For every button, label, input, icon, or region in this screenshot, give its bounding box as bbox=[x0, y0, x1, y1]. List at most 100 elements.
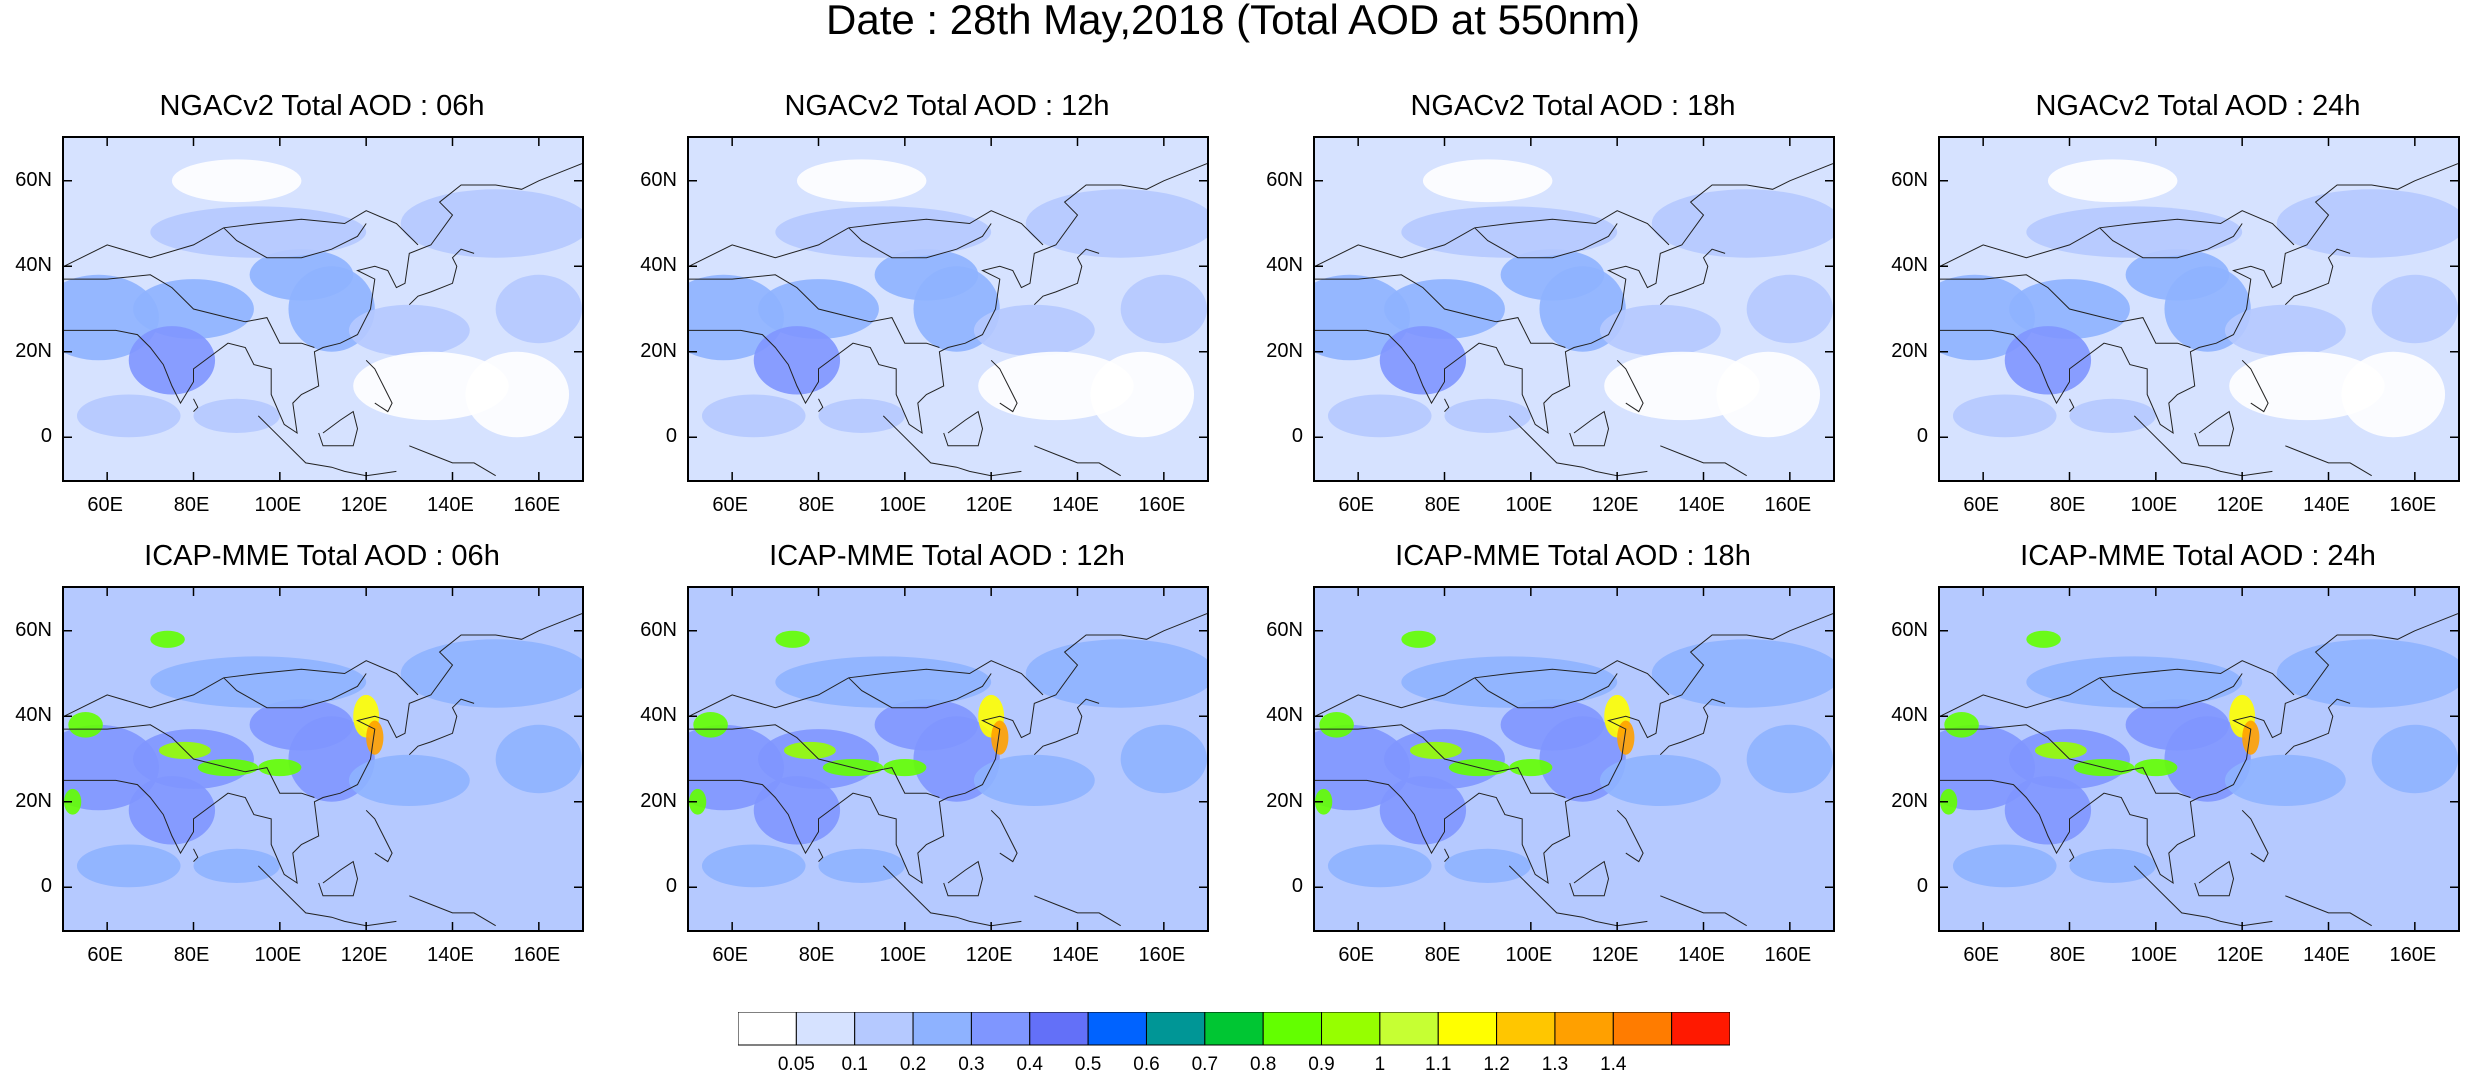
coastline bbox=[990, 359, 1018, 413]
coastline bbox=[2069, 848, 2075, 862]
aod-region bbox=[128, 326, 216, 395]
coastline bbox=[1616, 809, 1644, 863]
coastline bbox=[1033, 698, 1100, 756]
lat-tick-label: 20N bbox=[640, 789, 677, 812]
colorbar-swatch bbox=[1671, 1012, 1730, 1046]
coastline bbox=[990, 809, 1018, 863]
aod-map bbox=[1313, 136, 1835, 482]
aod-region bbox=[193, 398, 280, 433]
figure-title: Date : 28th May,2018 (Total AOD at 550nm… bbox=[826, 0, 1640, 43]
aod-region bbox=[68, 711, 103, 738]
aod-region bbox=[2026, 630, 2061, 648]
coastline bbox=[1034, 895, 1121, 927]
aod-region bbox=[2004, 326, 2092, 395]
aod-map bbox=[1313, 586, 1835, 932]
coastline bbox=[365, 809, 393, 863]
aod-region bbox=[1422, 159, 1553, 203]
aod-region bbox=[150, 206, 367, 258]
lon-tick-label: 100E bbox=[2130, 944, 2178, 966]
aod-region bbox=[1746, 724, 1833, 794]
coastline bbox=[818, 848, 824, 862]
coastline bbox=[1940, 613, 2458, 885]
colorbar-swatch bbox=[912, 1012, 972, 1046]
lat-tick-label: 20N bbox=[1891, 339, 1928, 362]
coastline bbox=[2284, 248, 2351, 306]
aod-region bbox=[753, 326, 841, 395]
coastline bbox=[1616, 359, 1644, 413]
aod-region bbox=[495, 724, 582, 794]
aod-map bbox=[62, 586, 584, 932]
coastline bbox=[1034, 445, 1121, 477]
lon-tick-label: 160E bbox=[513, 494, 561, 516]
lon-tick-label: 60E bbox=[1963, 494, 1999, 516]
coastline bbox=[1474, 223, 1618, 259]
aod-region bbox=[1599, 304, 1721, 357]
colorbar-label: 0.2 bbox=[899, 1054, 927, 1075]
colorbar-swatch bbox=[1204, 1012, 1264, 1046]
colorbar-label: 0.9 bbox=[1308, 1054, 1335, 1075]
lat-tick-label: 60N bbox=[1891, 618, 1928, 641]
lon-tick-label: 100E bbox=[2130, 494, 2178, 516]
lat-tick-label: 40N bbox=[640, 704, 677, 727]
lat-tick-label: 40N bbox=[15, 704, 52, 727]
coastline bbox=[1315, 613, 1833, 885]
coastline bbox=[1659, 248, 1726, 306]
aod-region bbox=[753, 776, 841, 845]
lon-tick-label: 140E bbox=[427, 944, 474, 966]
coastline bbox=[1315, 210, 1670, 267]
colorbar-label: 1.4 bbox=[1600, 1054, 1627, 1075]
coastline bbox=[943, 860, 984, 897]
colorbar-label: 0.5 bbox=[1074, 1054, 1102, 1075]
aod-region bbox=[2224, 304, 2346, 357]
coastline bbox=[1444, 848, 1450, 862]
coastline bbox=[882, 865, 1022, 927]
aod-region bbox=[1090, 351, 1195, 438]
colorbar-label: 1.3 bbox=[1541, 1054, 1569, 1075]
aod-region bbox=[1319, 711, 1354, 738]
colorbar-swatch bbox=[1321, 1012, 1381, 1046]
lat-tick-label: 60N bbox=[15, 618, 52, 641]
coastline bbox=[943, 410, 984, 447]
colorbar-label: 0.05 bbox=[777, 1054, 815, 1075]
aod-region bbox=[1944, 711, 1979, 738]
aod-region bbox=[150, 630, 185, 648]
lon-tick-label: 80E bbox=[1424, 944, 1461, 966]
aod-region bbox=[973, 754, 1095, 807]
coastline bbox=[64, 660, 419, 717]
lon-tick-label: 140E bbox=[427, 494, 474, 516]
aod-region bbox=[2026, 656, 2243, 708]
coastline bbox=[223, 673, 367, 709]
coastline bbox=[689, 210, 1044, 267]
lat-tick-label: 60N bbox=[640, 168, 677, 191]
coastline bbox=[1474, 673, 1618, 709]
lon-tick-label: 120E bbox=[1591, 494, 1639, 516]
aod-region bbox=[1444, 398, 1531, 433]
aod-region bbox=[701, 844, 806, 888]
aod-region bbox=[1327, 844, 1432, 888]
coastline bbox=[2133, 415, 2273, 477]
lon-tick-label: 140E bbox=[1678, 494, 1725, 516]
panel-title: NGACv2 Total AOD : 06h bbox=[159, 90, 485, 122]
coastline bbox=[2285, 895, 2372, 927]
lon-tick-label: 140E bbox=[1678, 944, 1725, 966]
lon-tick-label: 120E bbox=[1591, 944, 1639, 966]
lon-tick-label: 80E bbox=[798, 944, 835, 966]
colorbar-swatch bbox=[1029, 1012, 1089, 1046]
coastline bbox=[64, 613, 582, 885]
lon-tick-label: 60E bbox=[1963, 944, 1999, 966]
aod-region bbox=[2371, 274, 2458, 344]
aod-region bbox=[76, 394, 181, 438]
lon-tick-label: 100E bbox=[879, 944, 927, 966]
aod-region bbox=[1120, 274, 1207, 344]
aod-region bbox=[1120, 724, 1207, 794]
aod-region bbox=[2242, 720, 2260, 755]
lon-tick-label: 80E bbox=[2049, 944, 2086, 966]
aod-region bbox=[1401, 206, 1618, 258]
aod-region bbox=[689, 788, 707, 815]
lat-tick-label: 40N bbox=[640, 254, 677, 277]
coastline bbox=[2099, 223, 2243, 259]
colorbar-swatch bbox=[1262, 1012, 1323, 1046]
colorbar bbox=[738, 1012, 1730, 1046]
aod-region bbox=[64, 788, 82, 815]
colorbar-label: 0.4 bbox=[1016, 1054, 1043, 1075]
